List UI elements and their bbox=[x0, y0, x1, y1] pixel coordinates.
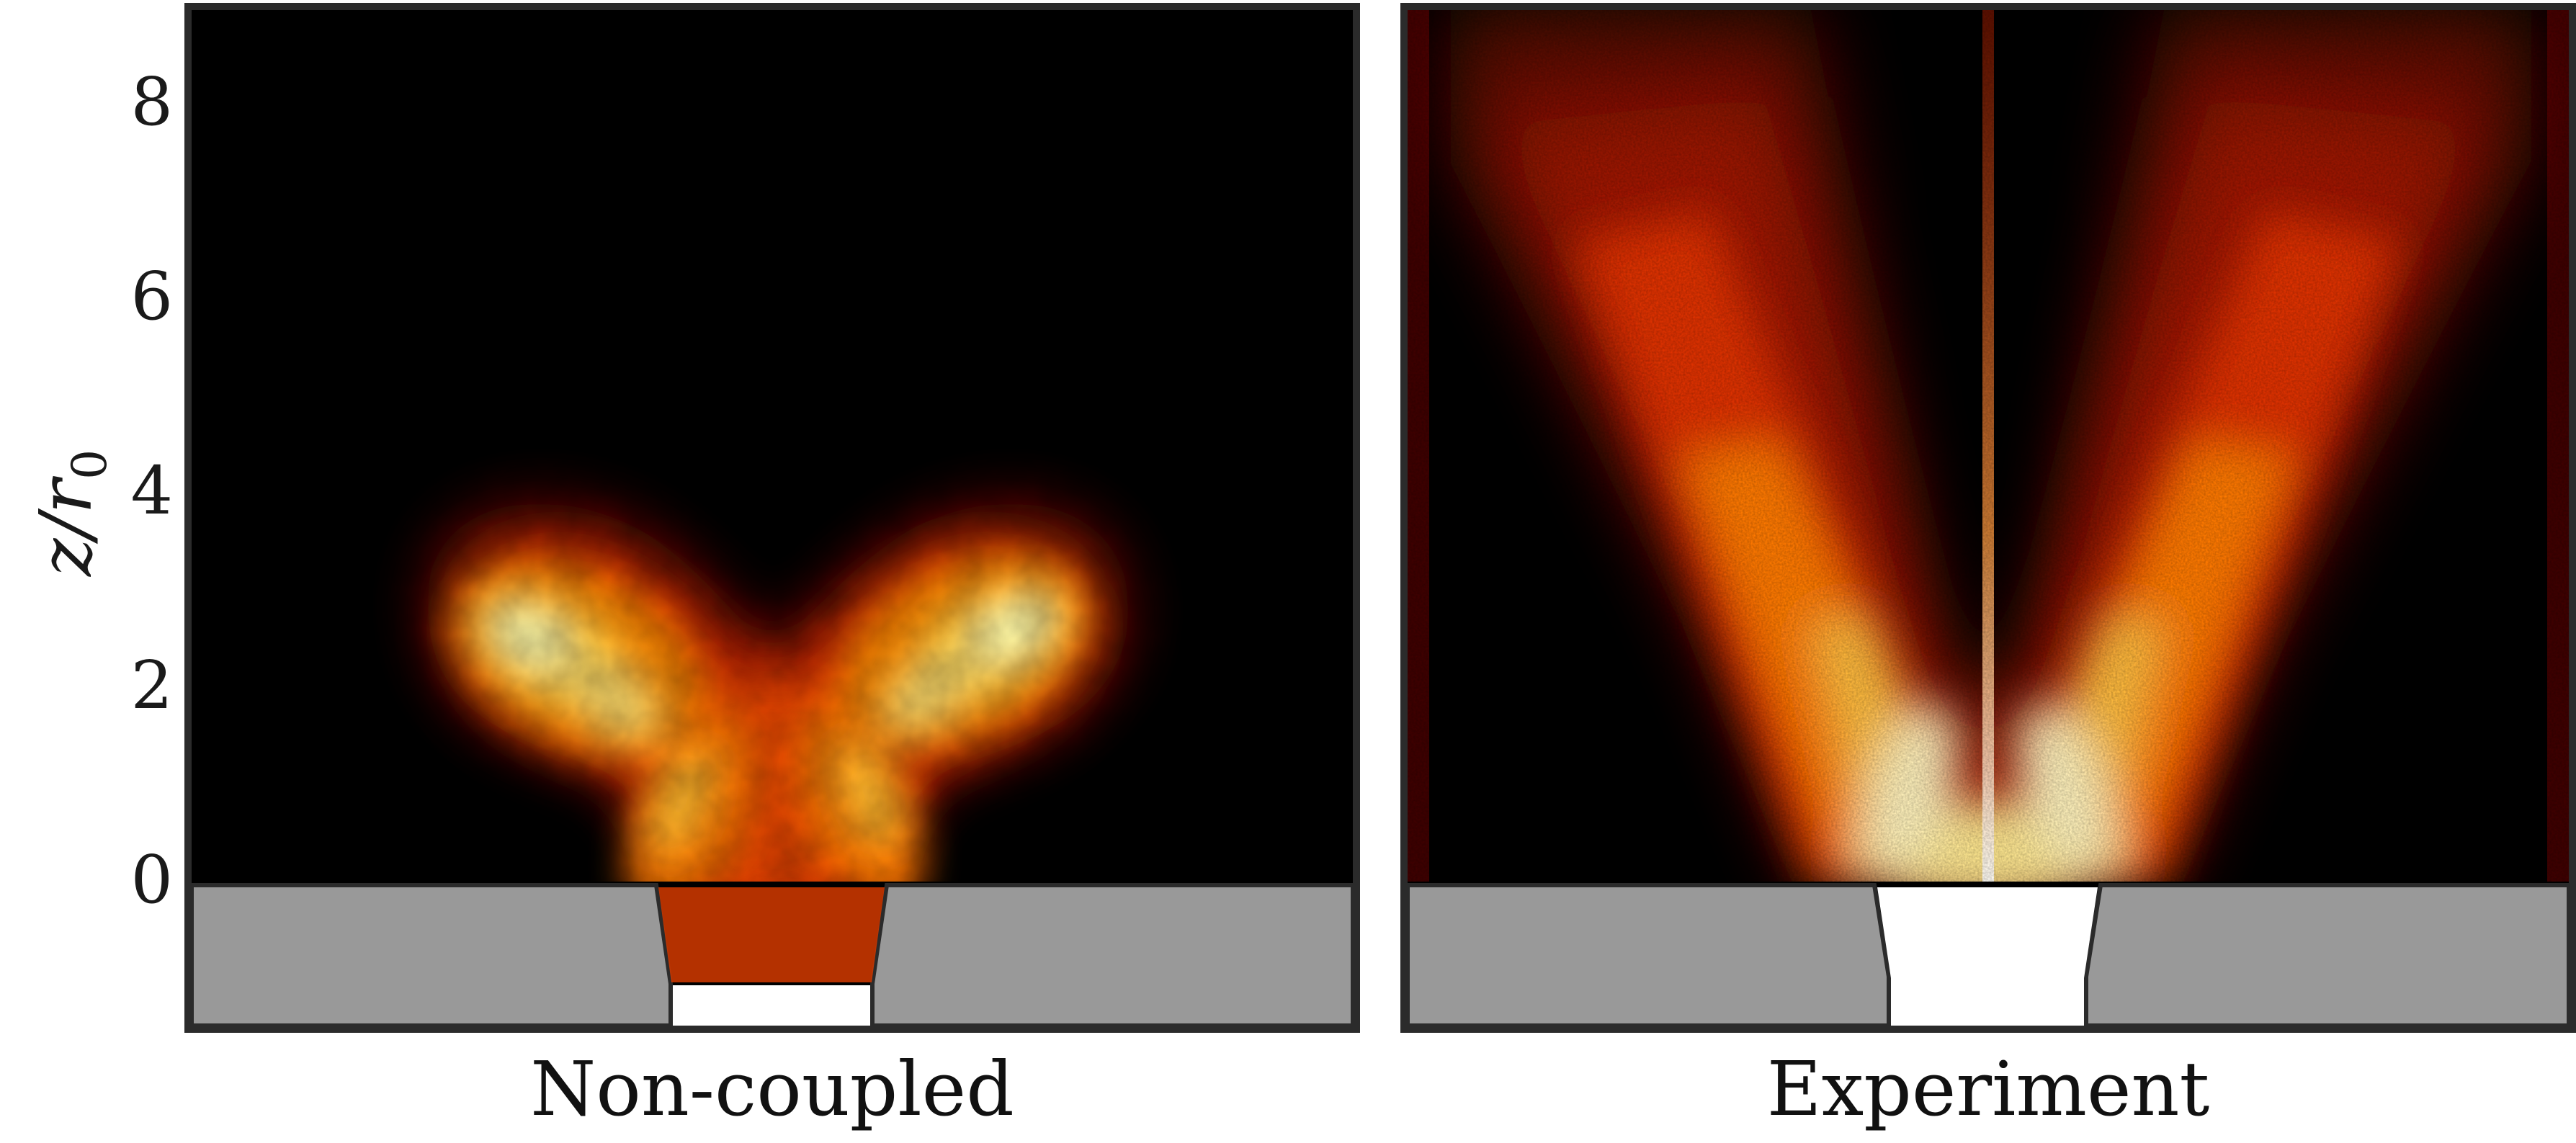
nozzle-outlet bbox=[673, 985, 870, 1026]
nozzle-outlet bbox=[1877, 887, 2098, 1026]
nozzle-wall-left bbox=[192, 883, 673, 1026]
panel-experiment bbox=[1400, 3, 2576, 1033]
y-tick-label: 0 bbox=[130, 841, 173, 918]
nozzle-wall-right bbox=[2084, 883, 2569, 1026]
flame-image-non-coupled bbox=[192, 10, 1353, 1026]
panel-non-coupled bbox=[184, 3, 1360, 1033]
nozzle-wall-left bbox=[1408, 883, 1891, 1026]
panel-title-non-coupled: Non-coupled bbox=[530, 1045, 1014, 1133]
y-tick-label: 2 bbox=[130, 647, 173, 724]
flame-image-experiment bbox=[1408, 10, 2569, 1026]
y-tick-label: 6 bbox=[130, 258, 173, 335]
y-tick-label: 8 bbox=[130, 63, 173, 140]
y-axis-label-main: z/r bbox=[24, 479, 108, 576]
nozzle-wall-right bbox=[870, 883, 1353, 1026]
y-tick-label: 4 bbox=[130, 452, 173, 529]
panel-title-experiment: Experiment bbox=[1766, 1045, 2210, 1133]
y-axis-label: z/r0 bbox=[9, 449, 124, 576]
